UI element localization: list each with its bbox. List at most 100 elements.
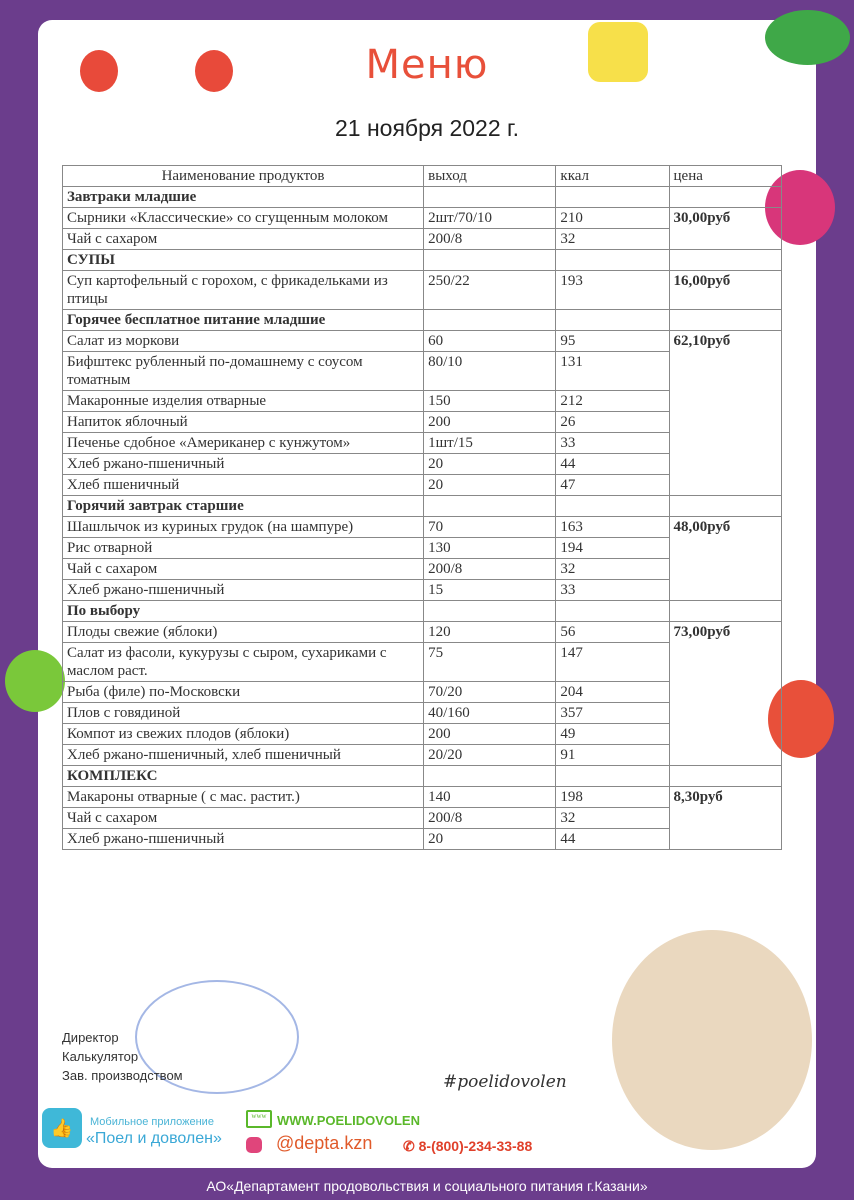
empty-cell <box>555 249 670 271</box>
item-yield: 200/8 <box>423 228 557 250</box>
table-row: Чай с сахаром 200/8 32 <box>61 558 782 580</box>
section-row: Горячий завтрак старшие <box>61 495 783 517</box>
item-name: Чай с сахаром <box>61 807 425 829</box>
section-title: Горячий завтрак старшие <box>61 495 425 517</box>
monitor-www-icon: www <box>246 1110 272 1128</box>
item-kcal: 163 <box>555 516 670 538</box>
table-row: Бифштекс рубленный по-домашнему с соусом… <box>61 351 782 391</box>
item-kcal: 212 <box>555 390 670 412</box>
item-kcal: 44 <box>555 453 670 475</box>
section-price: 62,10руб <box>668 330 783 496</box>
item-kcal: 32 <box>555 558 670 580</box>
item-kcal: 357 <box>555 702 670 724</box>
column-header-yield: выход <box>423 165 557 187</box>
item-name: Макаронные изделия отварные <box>61 390 425 412</box>
item-kcal: 32 <box>555 228 670 250</box>
item-name: Хлеб ржано-пшеничный <box>61 453 425 475</box>
menu-date: 21 ноября 2022 г. <box>335 115 519 141</box>
section-title: СУПЫ <box>61 249 425 271</box>
item-yield: 60 <box>423 330 557 352</box>
table-row: Хлеб ржано-пшеничный 15 33 <box>61 579 782 601</box>
section-price: 30,00руб <box>668 207 783 250</box>
item-name: Чай с сахаром <box>61 558 425 580</box>
table-header: Наименование продуктов выход ккал цена <box>61 165 783 187</box>
phone-text: 8-(800)-234-33-88 <box>418 1138 533 1154</box>
item-name: Хлеб пшеничный <box>61 474 425 496</box>
item-yield: 20 <box>423 474 557 496</box>
item-name: Компот из свежих плодов (яблоки) <box>61 723 425 745</box>
item-yield: 1шт/15 <box>423 432 557 454</box>
website-link[interactable]: WWW.POELIDOVOLEN <box>277 1113 420 1128</box>
empty-cell <box>423 249 557 271</box>
item-kcal: 44 <box>555 828 670 850</box>
section-row: СУПЫ <box>61 249 783 271</box>
empty-cell <box>423 765 557 787</box>
item-yield: 200/8 <box>423 807 557 829</box>
item-yield: 15 <box>423 579 557 601</box>
column-header-price: цена <box>668 165 783 187</box>
thumbs-up-app-icon: 👍 <box>42 1108 82 1148</box>
table-row: Сырники «Классические» со сгущенным моло… <box>61 207 783 250</box>
item-kcal: 26 <box>555 411 670 433</box>
table-row: Напиток яблочный 200 26 <box>61 411 782 433</box>
empty-cell <box>668 495 783 517</box>
section-price: 48,00руб <box>668 516 783 601</box>
item-yield: 120 <box>423 621 557 643</box>
section-title: КОМПЛЕКС <box>61 765 425 787</box>
item-name: Шашлычок из куриных грудок (на шампуре) <box>61 516 425 538</box>
item-kcal: 95 <box>555 330 670 352</box>
item-name: Плов с говядиной <box>61 702 425 724</box>
item-name: Хлеб ржано-пшеничный <box>61 579 425 601</box>
column-header-name: Наименование продуктов <box>61 165 425 187</box>
item-yield: 40/160 <box>423 702 557 724</box>
item-yield: 80/10 <box>423 351 557 391</box>
broccoli-banana-mascot <box>612 930 812 1150</box>
section-price: 16,00руб <box>668 270 783 310</box>
item-yield: 200 <box>423 723 557 745</box>
empty-cell <box>668 186 783 208</box>
item-kcal: 204 <box>555 681 670 703</box>
item-name: Салат из моркови <box>61 330 425 352</box>
item-kcal: 49 <box>555 723 670 745</box>
empty-cell <box>555 309 670 331</box>
item-kcal: 210 <box>555 207 670 229</box>
table-row: Хлеб пшеничный 20 47 <box>61 474 782 496</box>
section-row: КОМПЛЕКС <box>61 765 783 787</box>
page-title: Меню <box>365 42 489 88</box>
empty-cell <box>555 765 670 787</box>
item-name: Бифштекс рубленный по-домашнему с соусом… <box>61 351 425 391</box>
app-name: «Поел и доволен» <box>86 1130 222 1147</box>
hashtag: #poelidovolen <box>443 1072 567 1092</box>
footer-organization: АО«Департамент продовольствия и социальн… <box>206 1178 648 1194</box>
table-row: Макароны отварные ( с мас. растит.) 140 … <box>61 786 783 850</box>
signature-calculator: Калькулятор <box>62 1049 139 1064</box>
item-yield: 150 <box>423 390 557 412</box>
table-row: Шашлычок из куриных грудок (на шампуре) … <box>61 516 783 601</box>
cucumber-illustration <box>765 10 850 65</box>
empty-cell <box>555 186 670 208</box>
item-yield: 140 <box>423 786 557 808</box>
item-yield: 250/22 <box>423 270 557 310</box>
table-row: Плоды свежие (яблоки) 120 56 73,00руб <box>61 621 783 766</box>
item-kcal: 91 <box>555 744 670 766</box>
section-price: 73,00руб <box>668 621 783 766</box>
stamp-signature <box>135 980 299 1094</box>
empty-cell <box>668 309 783 331</box>
section-row: По выбору <box>61 600 783 622</box>
table-row: Рис отварной 130 194 <box>61 537 782 559</box>
phone-number: ✆ 8-(800)-234-33-88 <box>403 1138 533 1154</box>
empty-cell <box>668 249 783 271</box>
table-row: Суп картофельный с горохом, с фрикадельк… <box>61 270 783 310</box>
item-name: Хлеб ржано-пшеничный, хлеб пшеничный <box>61 744 425 766</box>
item-name: Чай с сахаром <box>61 228 425 250</box>
table-row: Хлеб ржано-пшеничный 20 44 <box>61 828 782 850</box>
instagram-handle[interactable]: @depta.kzn <box>276 1133 373 1153</box>
section-title: По выбору <box>61 600 425 622</box>
item-kcal: 131 <box>555 351 670 391</box>
cheese-illustration <box>588 22 648 82</box>
item-yield: 20 <box>423 453 557 475</box>
item-kcal: 33 <box>555 432 670 454</box>
item-yield: 20/20 <box>423 744 557 766</box>
item-yield: 200 <box>423 411 557 433</box>
item-name: Печенье сдобное «Американер с кунжутом» <box>61 432 425 454</box>
